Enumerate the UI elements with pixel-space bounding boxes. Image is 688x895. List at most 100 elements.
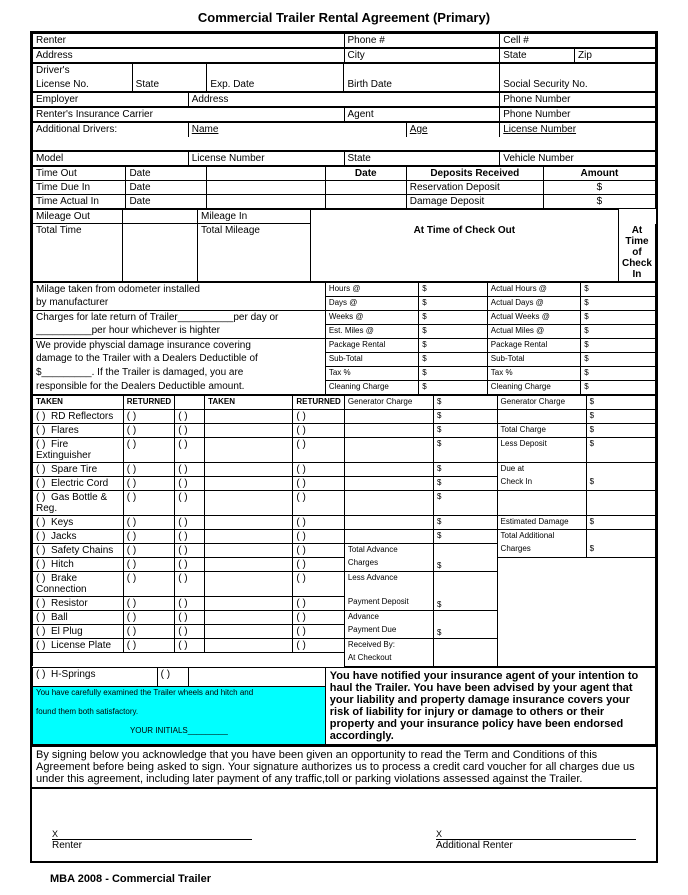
- less-deposit: Less Deposit: [501, 439, 547, 448]
- employer-label: Employer: [36, 94, 78, 105]
- birth-label: Birth Date: [347, 79, 391, 90]
- phone-label: Phone #: [348, 35, 385, 46]
- received: Received By:: [348, 640, 395, 649]
- address-table: Address City State Zip: [32, 48, 656, 63]
- time-due-label: Time Due In: [36, 182, 90, 193]
- ins2: damage to the Trailer with a Dealers Ded…: [36, 353, 258, 364]
- dollar1: $: [597, 182, 603, 193]
- total-mileage-label: Total Mileage: [201, 225, 260, 236]
- date1-label: Date: [129, 168, 150, 179]
- actual-hours: Actual Hours @: [491, 284, 547, 293]
- days: Days @: [329, 298, 358, 307]
- package: Package Rental: [329, 340, 385, 349]
- tax2: Tax %: [491, 368, 513, 377]
- item-14: License Plate: [51, 640, 111, 651]
- emp-phone-label: Phone Number: [503, 94, 570, 105]
- vnum-label: Vehicle Number: [503, 153, 574, 164]
- license-label: License Number: [503, 124, 576, 135]
- charges-label: Charges: [501, 544, 531, 553]
- renter-sig: Renter: [52, 839, 252, 851]
- item-6: Keys: [51, 517, 73, 528]
- item-9: Hitch: [51, 559, 74, 570]
- actual-days: Actual Days @: [491, 298, 544, 307]
- state-label2: State: [136, 79, 159, 90]
- add-renter-sig: Additional Renter: [436, 839, 636, 851]
- deposits-header: Deposits Received: [430, 168, 519, 179]
- generator2: Generator Charge: [501, 397, 565, 406]
- highlight3: YOUR INITIALS_________: [130, 726, 228, 735]
- date3-label: Date: [129, 196, 150, 207]
- pay-due: Payment Due: [348, 625, 396, 634]
- returned-hdr2: RETURNED: [296, 397, 340, 406]
- item-13: El Plug: [51, 626, 83, 637]
- age-label: Age: [410, 124, 428, 135]
- name-label: Name: [192, 124, 219, 135]
- date-header: Date: [355, 168, 377, 179]
- item-0: RD Reflectors: [51, 411, 113, 422]
- vehicle-table: Model License Number State Vehicle Numbe…: [32, 151, 656, 166]
- additional-drivers-table: Additional Drivers: Name Age License Num…: [32, 122, 656, 151]
- ins-phone-label: Phone Number: [503, 109, 570, 120]
- city-label: City: [348, 50, 365, 61]
- form-container: Renter Phone # Cell # Address City State…: [30, 31, 658, 863]
- est-miles: Est. Miles @: [329, 326, 374, 335]
- est-damage: Estimated Damage: [501, 517, 569, 526]
- checkin-header: At Time of Check In: [622, 225, 652, 280]
- package2: Package Rental: [491, 340, 547, 349]
- renter-info-table: Renter Phone # Cell #: [32, 33, 656, 48]
- item-3: Spare Tire: [51, 464, 97, 475]
- item-7: Jacks: [51, 531, 77, 542]
- actual-miles: Actual Miles @: [491, 326, 544, 335]
- checklist-table: TAKEN RETURNED TAKEN RETURNED Generator …: [32, 395, 656, 667]
- model-label: Model: [36, 153, 63, 164]
- renter-label: Renter: [36, 35, 66, 46]
- total-adv: Total Advance: [348, 545, 398, 554]
- item-1: Flares: [51, 425, 79, 436]
- exp-label: Exp. Date: [210, 79, 254, 90]
- checkout-header: At Time of Check Out: [414, 225, 516, 236]
- reservation-label: Reservation Deposit: [410, 182, 500, 193]
- time-deposits-table: Time Out Date Date Deposits Received Amo…: [32, 166, 656, 209]
- vstate-label: State: [348, 153, 371, 164]
- license-no-label: License No.: [36, 79, 89, 90]
- driver-table: Driver's License No. State Exp. Date Bir…: [32, 63, 656, 92]
- charges2-label: Charges: [348, 558, 378, 567]
- ssn-label: Social Security No.: [503, 79, 587, 90]
- highlight1: You have carefully examined the Trailer …: [36, 688, 253, 697]
- total-time-label: Total Time: [36, 225, 82, 236]
- milage2: by manufacturer: [36, 297, 108, 308]
- item-12: Ball: [51, 612, 68, 623]
- ins3: $_________. If the Trailer is damaged, y…: [36, 367, 243, 378]
- agent-label: Agent: [348, 109, 374, 120]
- actual-weeks: Actual Weeks @: [491, 312, 550, 321]
- due-at: Due at: [501, 464, 525, 473]
- milage1: Milage taken from odometer installed: [36, 284, 200, 295]
- amount-header: Amount: [581, 168, 619, 179]
- state-label: State: [503, 50, 526, 61]
- bottom-section: ( ) H-Springs ( ) You have notified your…: [32, 667, 656, 745]
- time-actual-label: Time Actual In: [36, 196, 99, 207]
- generator: Generator Charge: [348, 397, 412, 406]
- charges2: __________per hour whichever is highter: [36, 325, 220, 336]
- ins4: responsible for the Dealers Deductible a…: [36, 381, 244, 392]
- ins1: We provide physcial damage insurance cov…: [36, 340, 251, 351]
- acknowledge-text: By signing below you acknowledge that yo…: [32, 745, 656, 789]
- insurance-table: Renter's Insurance Carrier Agent Phone N…: [32, 107, 656, 122]
- footer-text: MBA 2008 - Commercial Trailer: [50, 873, 658, 885]
- hours: Hours @: [329, 284, 361, 293]
- returned-hdr: RETURNED: [127, 397, 171, 406]
- advance: Advance: [348, 612, 379, 621]
- add-drivers-label: Additional Drivers:: [36, 124, 117, 135]
- total-charge: Total Charge: [501, 425, 546, 434]
- subtotal: Sub-Total: [329, 354, 363, 363]
- item-10: Brake Connection: [36, 573, 87, 595]
- mileage-in-label: Mileage In: [201, 211, 247, 222]
- check-in: Check In: [501, 477, 533, 486]
- carrier-label: Renter's Insurance Carrier: [36, 109, 153, 120]
- damage-label: Damage Deposit: [410, 196, 484, 207]
- taken-hdr: TAKEN: [36, 397, 63, 406]
- date2-label: Date: [129, 182, 150, 193]
- page-title: Commercial Trailer Rental Agreement (Pri…: [30, 10, 658, 25]
- pay-dep: Payment Deposit: [348, 597, 409, 606]
- cleaning2: Cleaning Charge: [491, 382, 551, 391]
